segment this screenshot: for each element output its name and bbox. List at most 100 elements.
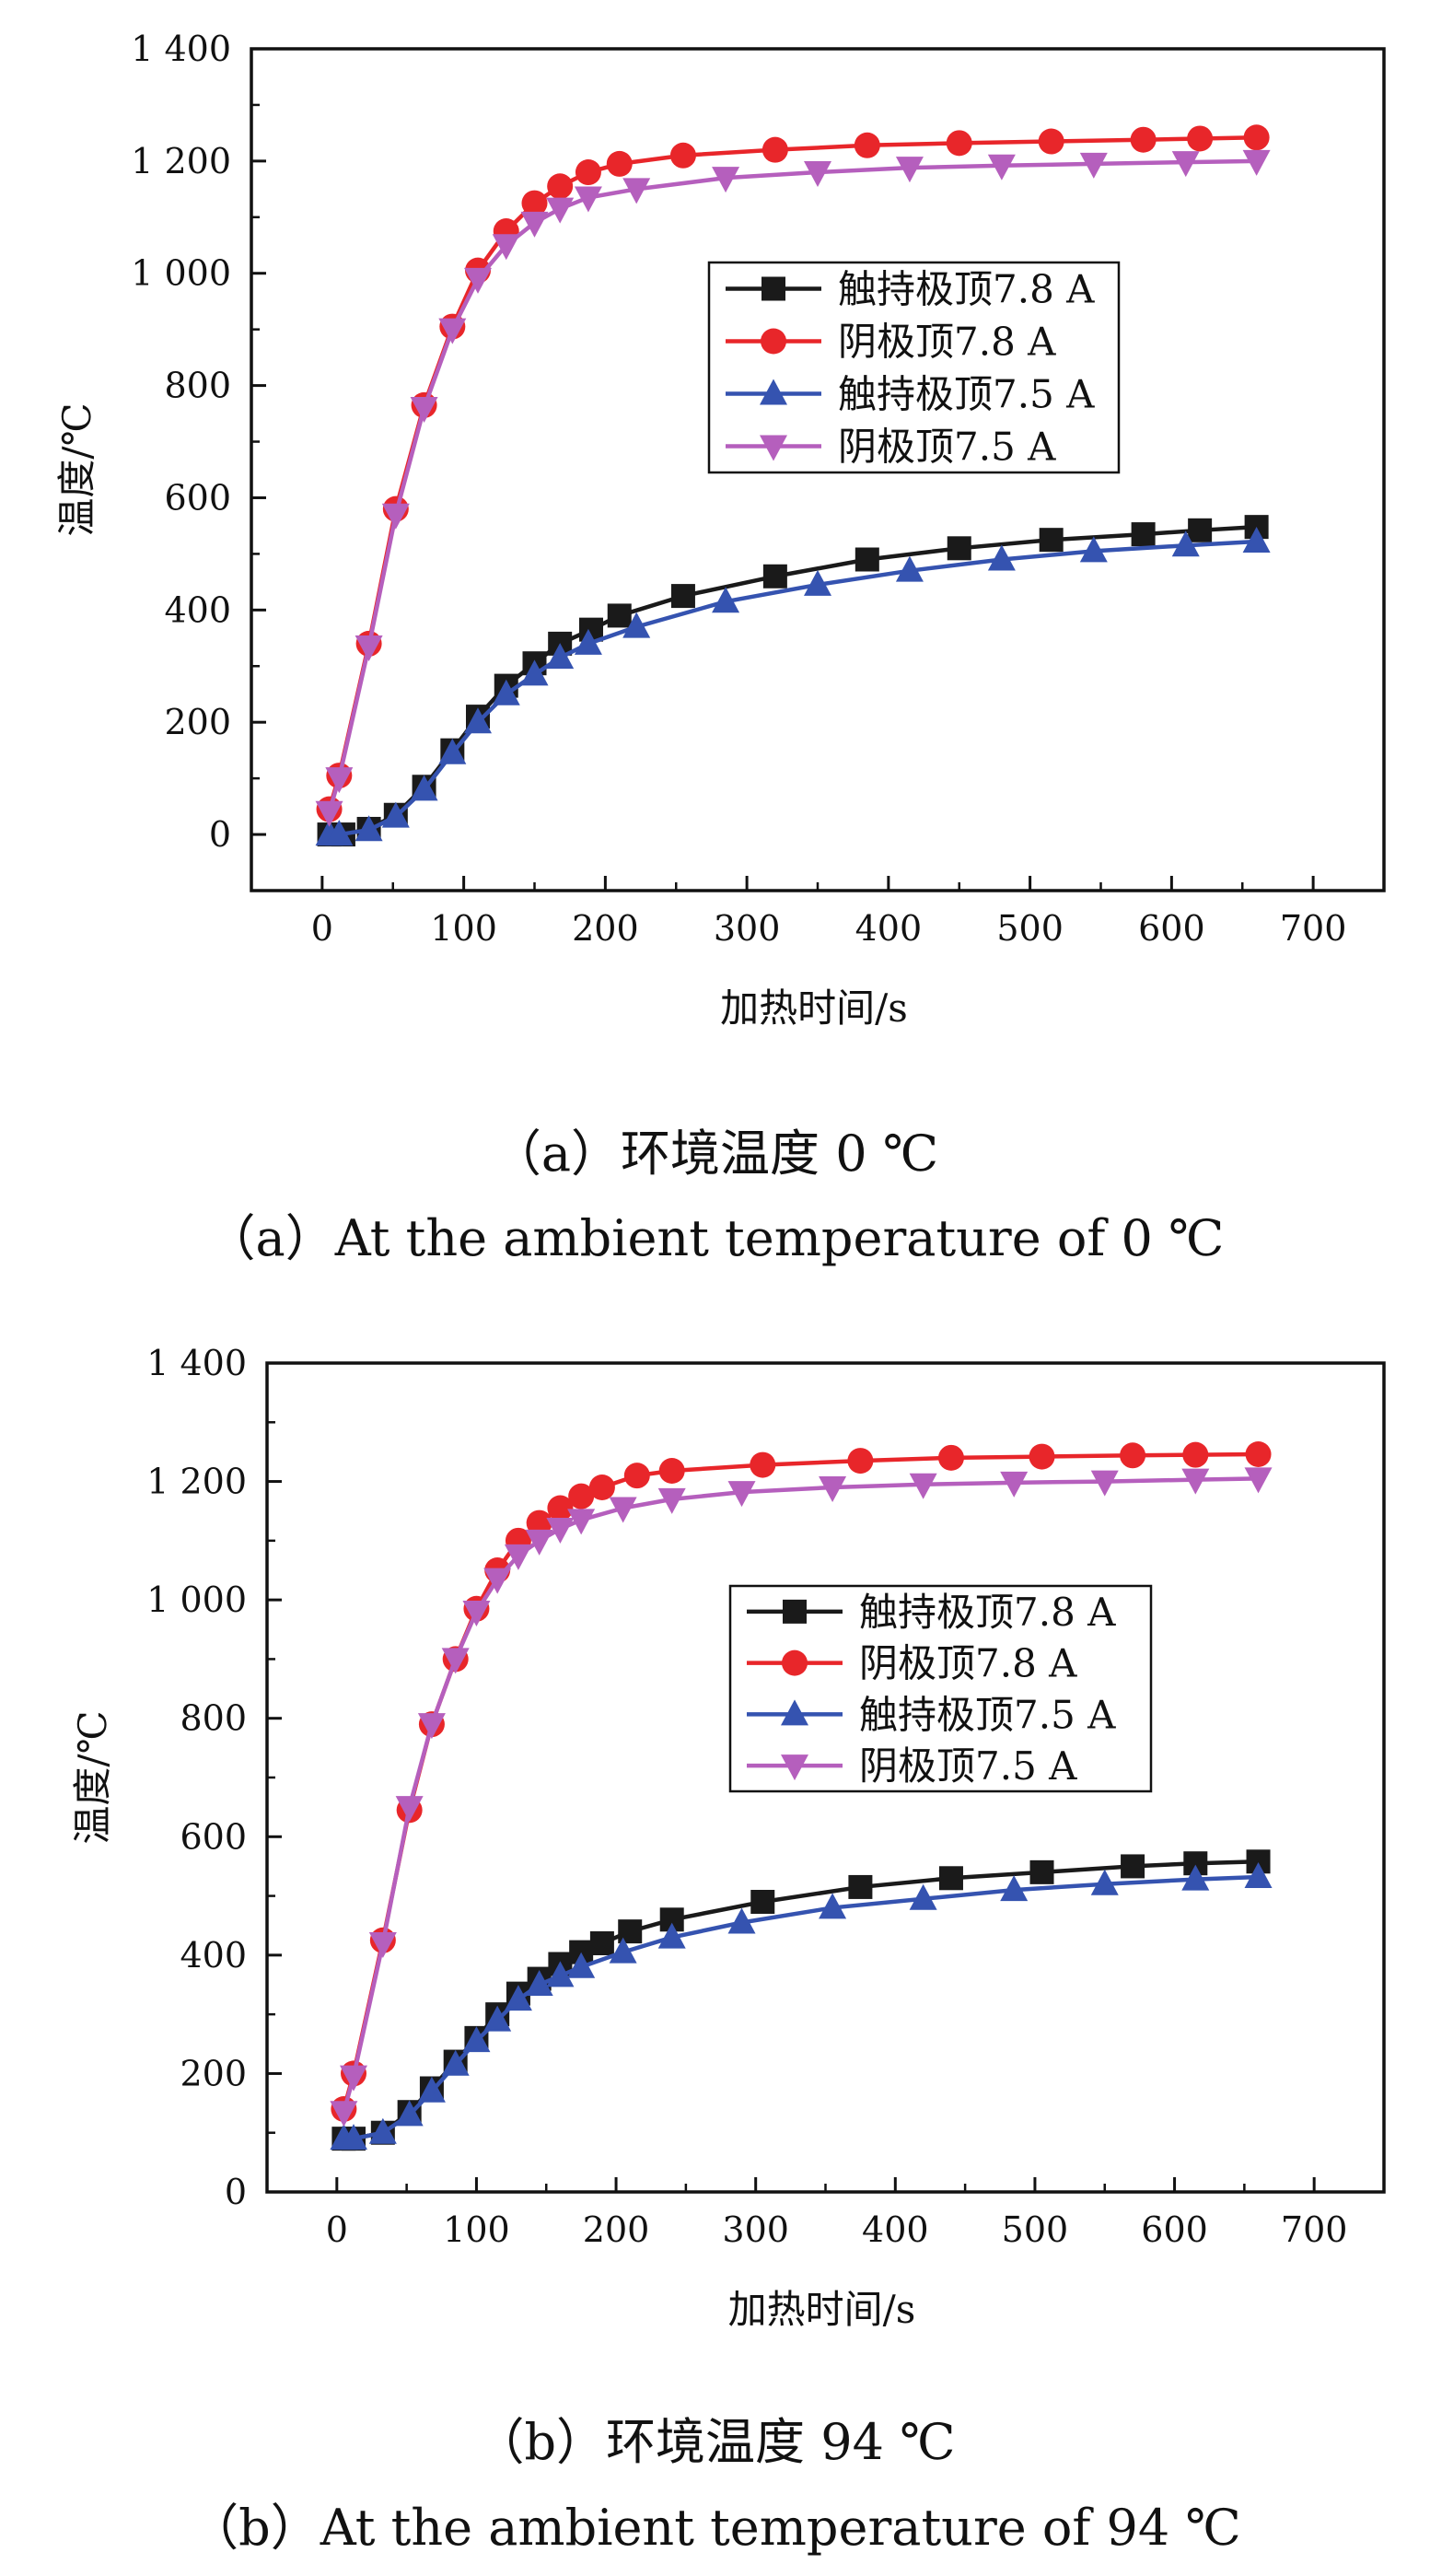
data-point bbox=[1245, 1441, 1272, 1467]
data-point bbox=[588, 1474, 615, 1500]
data-point bbox=[567, 1952, 596, 1978]
data-point bbox=[819, 1476, 847, 1502]
data-point bbox=[854, 132, 880, 158]
y-tick-label: 1 000 bbox=[146, 1579, 247, 1620]
data-point bbox=[607, 603, 632, 628]
chart-a: 0 100 200 300 400 500 600 700 0 200 400 600 800 1 000… bbox=[54, 29, 1386, 1031]
data-point bbox=[340, 2065, 368, 2092]
series-line bbox=[329, 524, 1257, 837]
data-point bbox=[325, 820, 354, 846]
data-point bbox=[441, 1648, 470, 1674]
data-point bbox=[1242, 149, 1271, 176]
legend-swatch-marker bbox=[762, 276, 785, 301]
data-point bbox=[1130, 126, 1157, 153]
data-point bbox=[1029, 1859, 1054, 1884]
chart-b: 0 100 200 300 400 500 600 700 0 200 400 600 800 1 000… bbox=[70, 1343, 1386, 2332]
data-point bbox=[520, 211, 549, 238]
data-point bbox=[525, 1529, 553, 1556]
y-tick-label: 800 bbox=[164, 366, 231, 406]
data-point bbox=[804, 569, 831, 596]
data-point bbox=[895, 555, 924, 582]
data-point bbox=[712, 587, 740, 613]
legend-item: 阴极顶7.8 A bbox=[726, 320, 1056, 365]
data-point bbox=[483, 2005, 512, 2032]
series-line bbox=[343, 1859, 1259, 2141]
data-point bbox=[1244, 1467, 1273, 1494]
data-point bbox=[589, 1931, 614, 1955]
data-point bbox=[1090, 1869, 1119, 1895]
data-point bbox=[340, 2124, 368, 2151]
data-point bbox=[395, 2100, 424, 2127]
x-tick-label: 700 bbox=[1280, 908, 1347, 949]
y-tick-label: 1 400 bbox=[146, 1343, 247, 1383]
data-point bbox=[574, 186, 602, 213]
legend-label: 触持极顶7.8 A bbox=[838, 267, 1095, 312]
legend-swatch-marker bbox=[760, 379, 787, 405]
data-point bbox=[464, 267, 492, 294]
data-point bbox=[575, 159, 601, 186]
data-point bbox=[438, 738, 467, 764]
data-point bbox=[1188, 518, 1213, 542]
legend-item: 触持极顶7.5 A bbox=[726, 372, 1095, 417]
data-point bbox=[1181, 1468, 1210, 1495]
data-point bbox=[1029, 1443, 1055, 1470]
legend-label: 阴极顶7.5 A bbox=[859, 1743, 1077, 1789]
data-point bbox=[546, 1961, 575, 1987]
data-point bbox=[895, 157, 924, 183]
x-tick-label: 500 bbox=[996, 908, 1064, 949]
data-point bbox=[657, 1922, 686, 1949]
x-tick-label: 300 bbox=[714, 908, 781, 949]
data-point bbox=[669, 142, 696, 169]
y-tick-label: 200 bbox=[164, 702, 231, 742]
data-point bbox=[381, 503, 410, 530]
data-point bbox=[521, 190, 548, 216]
data-point bbox=[355, 635, 383, 661]
data-point bbox=[622, 612, 651, 638]
data-point bbox=[1131, 522, 1156, 547]
legend: 触持极顶7.8 A 阴极顶7.8 A 触持极顶7.5 A 阴极顶7.5 A bbox=[707, 261, 1121, 474]
y-tick-label: 200 bbox=[180, 2053, 247, 2093]
data-point bbox=[1171, 151, 1200, 178]
x-tick-label: 300 bbox=[722, 2209, 789, 2250]
x-tick-label: 100 bbox=[443, 2209, 510, 2250]
legend-label: 触持极顶7.5 A bbox=[838, 372, 1095, 417]
x-tick-label: 0 bbox=[311, 908, 333, 949]
x-axis-label: 加热时间/s bbox=[720, 985, 908, 1031]
data-point bbox=[355, 815, 383, 842]
data-point bbox=[1120, 1442, 1146, 1469]
x-tick-label: 500 bbox=[1002, 2209, 1069, 2250]
data-point bbox=[1242, 526, 1271, 553]
data-point bbox=[623, 1463, 650, 1489]
series-line bbox=[343, 1874, 1259, 2141]
x-tick-label: 0 bbox=[326, 2209, 348, 2250]
y-tick-label: 1 200 bbox=[131, 141, 231, 181]
data-point bbox=[987, 544, 1016, 571]
series-4 bbox=[315, 149, 1271, 827]
x-tick-label: 400 bbox=[862, 2209, 929, 2250]
data-point bbox=[670, 584, 695, 609]
series-1 bbox=[331, 1849, 1271, 2151]
data-point bbox=[1079, 536, 1108, 563]
data-point bbox=[441, 2049, 470, 2076]
legend-item: 阴极顶7.5 A bbox=[726, 425, 1056, 470]
data-point bbox=[395, 1796, 424, 1823]
data-point bbox=[1090, 1470, 1119, 1497]
data-point bbox=[1244, 1862, 1273, 1888]
caption-b-chinese: （b）环境温度 94 ℃ bbox=[474, 2413, 956, 2471]
data-point bbox=[381, 801, 410, 828]
data-point bbox=[712, 167, 740, 193]
data-point bbox=[1079, 152, 1108, 179]
data-point bbox=[750, 1451, 776, 1478]
y-axis-label: 温度/℃ bbox=[70, 1710, 115, 1844]
data-point bbox=[483, 1568, 512, 1594]
y-tick-label: 800 bbox=[180, 1698, 247, 1739]
y-tick-label: 1 000 bbox=[131, 253, 231, 294]
legend-item: 阴极顶7.8 A bbox=[747, 1641, 1077, 1686]
legend-item: 触持极顶7.5 A bbox=[747, 1692, 1116, 1737]
data-point bbox=[855, 547, 879, 572]
data-point bbox=[438, 318, 467, 344]
legend-swatch-marker bbox=[782, 1649, 808, 1676]
legend: 触持极顶7.8 A 阴极顶7.8 A 触持极顶7.5 A 阴极顶7.5 A bbox=[728, 1584, 1153, 1793]
data-point bbox=[727, 1481, 756, 1508]
